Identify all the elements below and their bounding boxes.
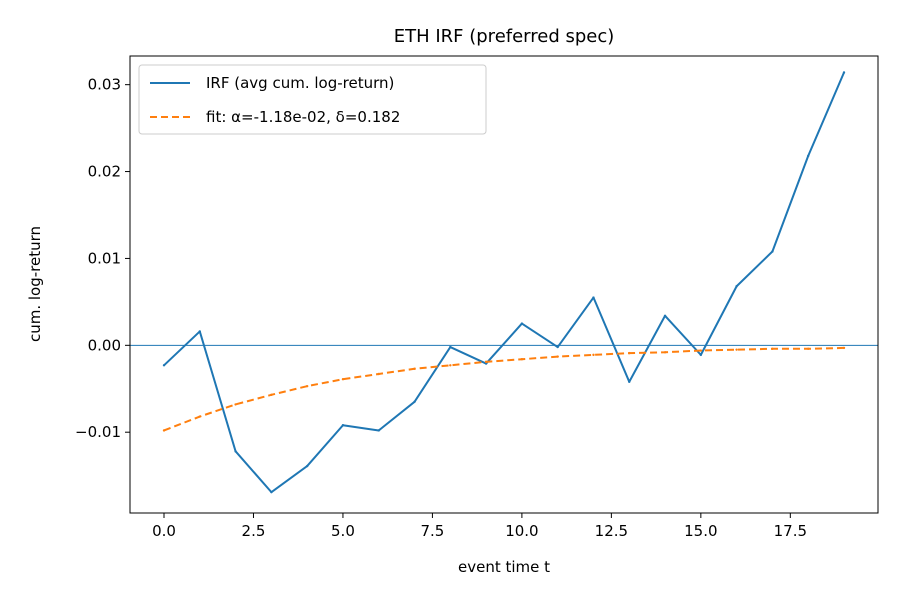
- x-axis-ticks: 0.0 2.5 5.0 7.5 10.0 12.5 15.0 17.5: [152, 513, 807, 540]
- series-0-point-0: [162, 364, 166, 367]
- y-tick-label: 0.01: [88, 249, 121, 267]
- series-0-point-3: [270, 490, 273, 494]
- y-axis-label: cum. log-return: [26, 226, 44, 342]
- series-0-point-1: [198, 330, 201, 333]
- series-line-1: [163, 346, 845, 432]
- series-1-point-6: [377, 372, 380, 376]
- y-tick-label: 0.02: [88, 163, 121, 181]
- series-0-point-11: [556, 345, 559, 349]
- series-0-point-13: [628, 380, 631, 384]
- series-0-point-10: [520, 322, 524, 325]
- series-line-0: [163, 72, 845, 494]
- x-tick-label: 0.0: [152, 522, 176, 540]
- series-1-point-4: [305, 384, 309, 388]
- series-1-point-1: [198, 415, 201, 418]
- series-1-point-9: [484, 360, 488, 364]
- series-1-point-11: [556, 355, 559, 358]
- x-tick-label: 17.5: [774, 522, 807, 540]
- plot-frame: [129, 55, 879, 514]
- series-1-point-19: [842, 346, 846, 350]
- series-layer: [162, 71, 846, 494]
- legend-label-irf: IRF (avg cum. log-return): [206, 74, 394, 92]
- x-tick-label: 7.5: [420, 522, 444, 540]
- series-0-point-19: [842, 71, 846, 74]
- x-tick-label: 12.5: [595, 522, 628, 540]
- series-1-point-16: [735, 348, 738, 351]
- chart-title: ETH IRF (preferred spec): [394, 26, 615, 47]
- series-0-point-4: [305, 464, 309, 468]
- legend-box: [138, 64, 487, 135]
- series-0-point-6: [377, 429, 380, 432]
- series-1-point-12: [592, 353, 595, 357]
- series-0-point-18: [807, 154, 810, 158]
- y-axis-ticks: −0.01 0.00 0.01 0.02 0.03: [75, 76, 130, 441]
- series-1-point-15: [699, 349, 703, 352]
- legend: IRF (avg cum. log-return) fit: α=-1.18e-…: [138, 64, 487, 135]
- x-axis-label: event time t: [458, 558, 550, 576]
- series-0-point-2: [234, 450, 237, 453]
- y-tick-label: 0.03: [88, 76, 121, 94]
- series-1-point-14: [663, 351, 667, 354]
- x-tick-label: 2.5: [242, 522, 266, 540]
- series-1-point-3: [270, 393, 273, 397]
- series-1-point-0: [162, 429, 166, 432]
- x-tick-label: 5.0: [331, 522, 355, 540]
- series-0-point-7: [413, 400, 416, 403]
- series-0-point-16: [735, 285, 738, 288]
- series-0-point-5: [341, 424, 345, 427]
- series-1-point-13: [628, 351, 631, 355]
- series-1-point-7: [413, 367, 416, 370]
- series-0-point-8: [449, 345, 452, 349]
- series-0-point-14: [663, 314, 667, 317]
- x-tick-label: 10.0: [505, 522, 538, 540]
- series-1-point-2: [234, 403, 237, 406]
- series-1-point-5: [341, 378, 345, 381]
- series-1-point-18: [807, 347, 810, 350]
- series-0-point-15: [699, 353, 703, 357]
- x-tick-label: 15.0: [684, 522, 717, 540]
- series-0-point-12: [592, 296, 595, 299]
- series-1-point-10: [520, 358, 524, 361]
- legend-label-fit: fit: α=-1.18e-02, δ=0.182: [206, 108, 400, 126]
- y-tick-label: −0.01: [75, 423, 121, 441]
- series-0-point-17: [771, 250, 774, 253]
- series-1-point-17: [771, 347, 774, 350]
- series-1-point-8: [449, 364, 452, 367]
- series-0-point-9: [484, 362, 488, 365]
- y-tick-label: 0.00: [88, 336, 121, 354]
